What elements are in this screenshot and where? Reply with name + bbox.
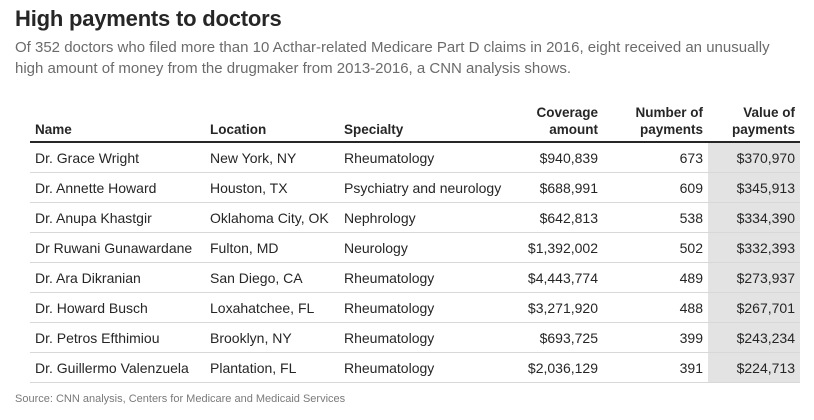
cell-location: San Diego, CA (205, 262, 339, 293)
cell-number-of-payments: 488 (603, 292, 708, 323)
cell-location: Houston, TX (205, 172, 339, 203)
cell-coverage-amount: $642,813 (517, 202, 603, 233)
cell-name: Dr. Howard Busch (30, 292, 205, 323)
table-row: Dr. Ara Dikranian San Diego, CA Rheumatolo… (30, 262, 800, 293)
column-header-number-of-payments: Number of payments (603, 104, 708, 143)
cell-number-of-payments: 502 (603, 232, 708, 263)
cell-value-of-payments: $332,393 (708, 232, 800, 263)
cell-location: Brooklyn, NY (205, 322, 339, 353)
column-header-specialty: Specialty (339, 104, 517, 143)
cell-number-of-payments: 609 (603, 172, 708, 203)
cell-name: Dr. Annette Howard (30, 172, 205, 203)
cell-value-of-payments: $224,713 (708, 352, 800, 383)
cell-name: Dr. Grace Wright (30, 142, 205, 173)
cell-value-of-payments: $273,937 (708, 262, 800, 293)
cell-number-of-payments: 391 (603, 352, 708, 383)
cell-value-of-payments: $267,701 (708, 292, 800, 323)
source-note: Source: CNN analysis, Centers for Medica… (15, 393, 346, 405)
cell-specialty: Rheumatology (339, 262, 517, 293)
cell-coverage-amount: $2,036,129 (517, 352, 603, 383)
column-header-value-of-payments: Value of payments (708, 104, 800, 143)
cell-coverage-amount: $1,392,002 (517, 232, 603, 263)
column-header-location: Location (205, 104, 339, 143)
cell-name: Dr. Guillermo Valenzuela (30, 352, 205, 383)
cell-name: Dr. Petros Efthimiou (30, 322, 205, 353)
cell-number-of-payments: 489 (603, 262, 708, 293)
cell-name: Dr. Anupa Khastgir (30, 202, 205, 233)
cell-number-of-payments: 673 (603, 142, 708, 173)
table-row: Dr. Guillermo Valenzuela Plantation, FL Rh… (30, 352, 800, 383)
cell-specialty: Rheumatology (339, 322, 517, 353)
cell-specialty: Nephrology (339, 202, 517, 233)
cell-specialty: Neurology (339, 232, 517, 263)
cell-name: Dr. Ara Dikranian (30, 262, 205, 293)
cell-location: Fulton, MD (205, 232, 339, 263)
page-subtitle: Of 352 doctors who filed more than 10 Ac… (15, 39, 770, 77)
table-row: Dr. Howard Busch Loxahatchee, FL Rheumatol… (30, 292, 800, 323)
cell-name: Dr Ruwani Gunawardane (30, 232, 205, 263)
column-header-name: Name (30, 104, 205, 143)
table-row: Dr Ruwani Gunawardane Fulton, MD Neurology… (30, 232, 800, 263)
cell-coverage-amount: $4,443,774 (517, 262, 603, 293)
cell-location: New York, NY (205, 142, 339, 173)
cell-coverage-amount: $693,725 (517, 322, 603, 353)
cell-number-of-payments: 538 (603, 202, 708, 233)
cell-location: Plantation, FL (205, 352, 339, 383)
table-body: Dr. Grace Wright New York, NY Rheumatology… (30, 142, 800, 383)
column-header-coverage-amount: Coverage amount (517, 104, 603, 143)
cell-location: Loxahatchee, FL (205, 292, 339, 323)
cell-coverage-amount: $3,271,920 (517, 292, 603, 323)
cell-value-of-payments: $334,390 (708, 202, 800, 233)
table-row: Dr. Anupa Khastgir Oklahoma City, OK Nephr… (30, 202, 800, 233)
cell-coverage-amount: $688,991 (517, 172, 603, 203)
cell-specialty: Psychiatry and neurology (339, 172, 517, 203)
cell-specialty: Rheumatology (339, 352, 517, 383)
cell-specialty: Rheumatology (339, 142, 517, 173)
table-row: Dr. Annette Howard Houston, TX Psychiatry … (30, 172, 800, 203)
table-row: Dr. Grace Wright New York, NY Rheumatology… (30, 142, 800, 173)
cell-value-of-payments: $243,234 (708, 322, 800, 353)
cell-specialty: Rheumatology (339, 292, 517, 323)
table-header-row: Name Location Specialty Coverage amount … (30, 104, 800, 143)
page-title: High payments to doctors (15, 6, 282, 31)
cell-value-of-payments: $370,970 (708, 142, 800, 173)
cell-number-of-payments: 399 (603, 322, 708, 353)
table-row: Dr. Petros Efthimiou Brooklyn, NY Rheumato… (30, 322, 800, 353)
cell-location: Oklahoma City, OK (205, 202, 339, 233)
cell-coverage-amount: $940,839 (517, 142, 603, 173)
payments-table: Name Location Specialty Coverage amount … (30, 104, 800, 383)
cell-value-of-payments: $345,913 (708, 172, 800, 203)
